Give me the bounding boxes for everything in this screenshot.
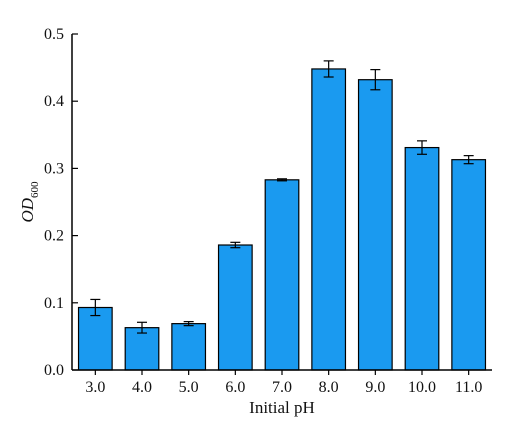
- y-tick-label: 0.3: [44, 160, 64, 177]
- y-axis-title-main: OD: [18, 197, 37, 222]
- y-tick-label: 0.2: [44, 228, 64, 245]
- x-tick-label: 10.0: [408, 379, 436, 396]
- bar-4.0: [124, 327, 160, 371]
- bar-7.0: [264, 179, 300, 371]
- y-axis-title: OD600: [18, 181, 41, 223]
- y-tick-label: 0.1: [44, 295, 64, 312]
- x-tick-label: 7.0: [272, 379, 292, 396]
- bar-8.0: [311, 68, 347, 371]
- y-axis-ticks: 0.0 0.1 0.2 0.3 0.4 0.5: [44, 26, 78, 379]
- x-axis-ticks: 3.0 4.0 5.0 6.0 7.0 8.0 9.0 10.0 11.0: [85, 370, 482, 396]
- error-bar-6.0: [230, 241, 241, 249]
- chart-marks: [77, 60, 487, 371]
- x-axis-title: Initial pH: [249, 398, 315, 417]
- x-tick-label: 6.0: [225, 379, 245, 396]
- error-bar-10.0: [417, 140, 427, 155]
- bar-3.0: [77, 306, 113, 371]
- bar-11.0: [451, 159, 487, 371]
- error-bar-3.0: [90, 298, 101, 317]
- y-tick-label: 0.5: [44, 26, 64, 43]
- error-bar-8.0: [323, 60, 334, 78]
- x-tick-label: 11.0: [455, 379, 482, 396]
- x-tick-label: 4.0: [132, 379, 152, 396]
- y-tick-label: 0.0: [44, 362, 64, 379]
- bar-10.0: [404, 146, 440, 371]
- bar-5.0: [171, 323, 207, 371]
- error-bar-5.0: [183, 321, 194, 327]
- bar-6.0: [217, 244, 253, 371]
- bar-9.0: [357, 79, 393, 371]
- error-bar-7.0: [277, 178, 287, 182]
- x-tick-label: 5.0: [179, 379, 199, 396]
- x-tick-label: 8.0: [319, 379, 339, 396]
- y-tick-label: 0.4: [44, 93, 64, 110]
- error-bar-4.0: [137, 321, 147, 334]
- x-tick-label: 9.0: [365, 379, 385, 396]
- y-axis-title-subscript: 600: [29, 181, 41, 198]
- x-tick-label: 3.0: [85, 379, 105, 396]
- error-bar-9.0: [370, 69, 381, 91]
- error-bar-11.0: [463, 155, 474, 165]
